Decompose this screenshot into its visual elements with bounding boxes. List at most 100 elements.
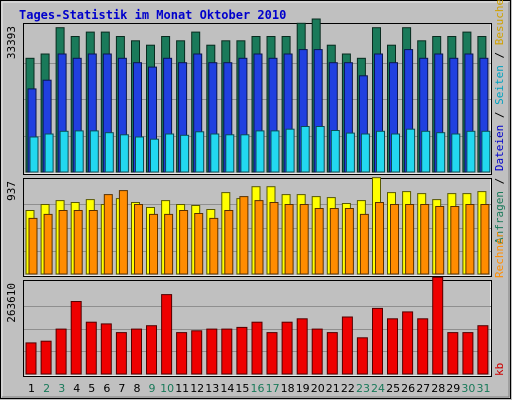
bar-rechner: [420, 204, 430, 275]
bar-kb: [70, 301, 82, 375]
legend-part: Seiten: [493, 65, 506, 105]
bar-seiten: [89, 130, 99, 173]
bar-seiten: [376, 130, 385, 173]
bar-kb: [281, 321, 293, 375]
legend-middle: Rechner: [493, 231, 506, 278]
bar-seiten: [345, 132, 355, 173]
bar-rechner: [179, 210, 189, 275]
bar-rechner: [465, 204, 475, 275]
max-value-label: 33393: [5, 26, 18, 59]
bar-kb: [266, 332, 278, 375]
bar-kb: [146, 325, 157, 375]
bar-seiten: [406, 128, 416, 173]
bar-rechner: [269, 202, 279, 275]
chart-title: Tages-Statistik im Monat Oktober 2010: [19, 8, 286, 22]
bar-rechner: [134, 204, 143, 275]
day-label: 1: [28, 382, 35, 395]
bar-rechner: [103, 194, 113, 275]
day-label: 27: [416, 382, 430, 395]
bar-rechner: [359, 213, 369, 275]
bar-rechner: [239, 196, 249, 275]
day-label: 26: [401, 382, 415, 395]
bar-kb: [40, 340, 52, 375]
day-label: 31: [477, 382, 491, 395]
bar-kb: [326, 332, 338, 375]
day-label: 3: [58, 382, 65, 395]
bar-kb: [236, 326, 248, 375]
day-label: 30: [461, 382, 475, 395]
bar-kb: [206, 328, 218, 375]
legend-part: Rechner: [493, 231, 506, 278]
bar-seiten: [29, 136, 39, 173]
day-label: 5: [88, 382, 95, 395]
bar-kb: [372, 307, 383, 375]
legend-part: Anfragen: [493, 191, 506, 244]
bar-rechner: [28, 217, 38, 275]
day-label: 20: [311, 382, 325, 395]
bar-kb: [131, 328, 142, 375]
legend-part: kb: [493, 363, 506, 376]
bar-kb: [402, 311, 414, 375]
day-label: 25: [386, 382, 400, 395]
bar-seiten: [360, 133, 370, 173]
bar-kb: [477, 325, 489, 375]
bar-kb: [447, 332, 459, 375]
day-label: 17: [266, 382, 280, 395]
bar-rechner: [390, 204, 399, 275]
bar-rechner: [299, 204, 309, 275]
bar-kb: [417, 318, 429, 375]
bar-rechner: [43, 213, 53, 275]
bar-rechner: [164, 213, 174, 275]
bar-seiten: [255, 130, 265, 173]
bar-seiten: [330, 130, 340, 173]
day-label: 7: [118, 382, 125, 395]
bar-rechner: [405, 204, 415, 275]
bar-seiten: [315, 126, 325, 173]
bar-rechner: [450, 206, 460, 275]
bar-seiten: [391, 133, 400, 173]
day-label: 4: [73, 382, 80, 395]
bar-seiten: [466, 130, 476, 173]
day-label: 11: [175, 382, 189, 395]
bar-kb: [191, 330, 203, 375]
day-label: 15: [235, 382, 249, 395]
bar-seiten: [150, 138, 159, 173]
bar-rechner: [284, 204, 294, 275]
bar-kb: [25, 342, 37, 375]
bar-seiten: [436, 132, 446, 173]
day-label: 22: [341, 382, 355, 395]
day-label: 6: [103, 382, 110, 395]
day-label: 19: [296, 382, 310, 395]
bar-rechner: [209, 217, 219, 275]
bar-rechner: [88, 210, 98, 275]
day-labels: 1 2 3 4 5 6 7 8 9 10 11 12 13 14 15 16 17 18 19 20 21 22 23 24 2…: [28, 382, 491, 395]
bar-rechner: [73, 210, 83, 275]
max-value-label: 937: [5, 181, 18, 201]
legend-part: Besuche: [493, 0, 506, 45]
bar-kb: [296, 318, 308, 375]
legend-top: Anfragen / Dateien / Seiten / Besuche: [493, 0, 506, 244]
bar-rechner: [480, 204, 490, 275]
day-label: 21: [326, 382, 340, 395]
panel-3: 263610: [5, 276, 492, 377]
bar-rechner: [314, 208, 324, 275]
bar-rechner: [254, 200, 264, 275]
bar-kb: [311, 328, 323, 375]
bar-seiten: [44, 133, 54, 173]
bar-seiten: [195, 131, 205, 173]
bar-kb: [432, 276, 444, 375]
bar-kb: [55, 328, 67, 375]
bar-kb: [176, 332, 188, 375]
day-label: 10: [160, 382, 174, 395]
bar-rechner: [118, 190, 128, 275]
bar-seiten: [135, 136, 144, 173]
day-label: 24: [371, 382, 385, 395]
bar-seiten: [451, 133, 461, 173]
bar-kb: [161, 294, 173, 375]
bar-rechner: [58, 210, 68, 275]
bar-rechner: [149, 213, 158, 275]
day-label: 18: [281, 382, 295, 395]
day-label: 14: [220, 382, 234, 395]
